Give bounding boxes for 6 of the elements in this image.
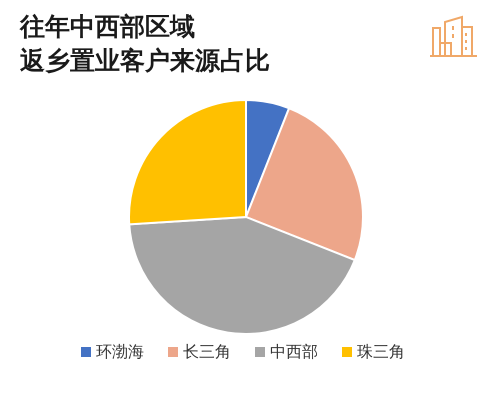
chart-title: 往年中西部区域 [19,12,195,41]
legend-label: 长三角 [183,342,231,361]
legend-label: 环渤海 [96,342,144,361]
legend-label: 中西部 [270,342,318,361]
legend-label: 珠三角 [357,342,405,361]
chart-subtitle: 返乡置业客户来源占比 [19,46,270,75]
